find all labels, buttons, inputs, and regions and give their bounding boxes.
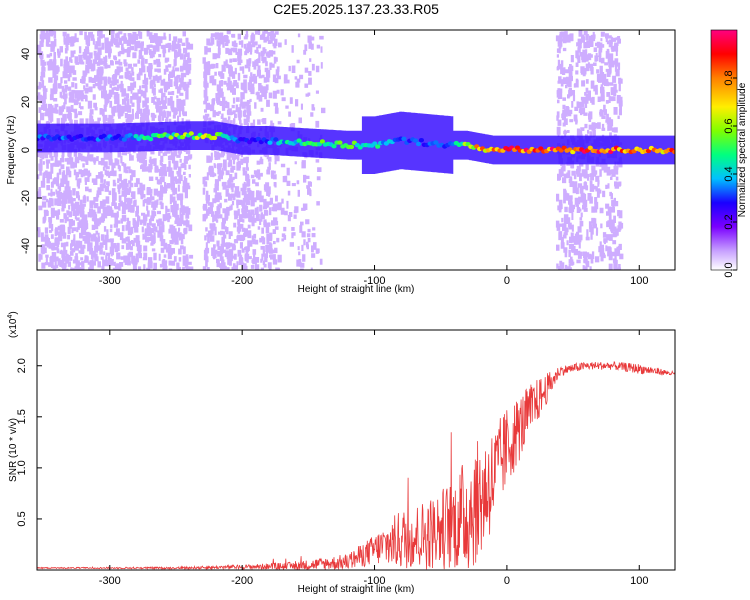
spectrogram-ridge-cell bbox=[672, 149, 675, 155]
figure-title: C2E5.2025.137.23.33.R05 bbox=[273, 1, 439, 17]
x-tick-label: -100 bbox=[364, 575, 386, 587]
spectrogram-ridge-cell bbox=[331, 144, 337, 149]
y-tick-label: 40 bbox=[20, 48, 32, 60]
spectrogram-ridge-cell bbox=[375, 144, 381, 149]
snr-y-label: SNR (10 * v/v) bbox=[8, 418, 19, 482]
x-tick-label: -100 bbox=[364, 275, 386, 287]
colorbar-label: Normalized spectral amplitude bbox=[737, 82, 748, 217]
x-tick-label: -200 bbox=[231, 575, 253, 587]
spectrogram-ridge-cell bbox=[570, 149, 576, 155]
snr-series-line bbox=[37, 360, 675, 570]
spectrogram-noise bbox=[37, 30, 624, 270]
spectrogram-ridge-cell bbox=[101, 133, 107, 139]
spectrogram-ridge-cell bbox=[121, 137, 127, 142]
spectrogram-ridge-cell bbox=[415, 141, 422, 147]
y-tick-label: 1.0 bbox=[16, 460, 28, 475]
spectrogram-ridge-cell bbox=[168, 135, 174, 140]
spectrogram-ridge-cell bbox=[372, 141, 378, 146]
spectrogram-ridge-cell bbox=[587, 145, 593, 150]
spectrogram-ridge-cell bbox=[212, 135, 218, 141]
snr-y-ticks: 0.5 1.0 1.5 2.0 bbox=[16, 358, 42, 527]
x-tick-label: 100 bbox=[630, 275, 648, 287]
spectrogram-ridge-cell bbox=[273, 137, 279, 142]
spectrogram-ridge-cell bbox=[148, 136, 154, 142]
snr-frame bbox=[36, 329, 676, 571]
y-tick-label: 0.5 bbox=[16, 511, 28, 526]
y-tick-label: 0 bbox=[20, 147, 32, 153]
colorbar-tick-label: 0.2 bbox=[723, 214, 735, 229]
spectrogram-ridge-cell bbox=[418, 138, 424, 143]
snr-x-label: Height of straight line (km) bbox=[298, 584, 415, 595]
spectrogram-ridge-cell bbox=[337, 140, 343, 145]
x-tick-label: 100 bbox=[630, 575, 648, 587]
x-tick-label: 0 bbox=[504, 275, 510, 287]
colorbar-tick-label: 0.6 bbox=[723, 118, 735, 133]
spectrogram-ridge-cell bbox=[267, 140, 273, 145]
y-tick-label: 20 bbox=[20, 96, 32, 108]
spectrogram-x-label: Height of straight line (km) bbox=[298, 284, 415, 295]
y-tick-label: 1.5 bbox=[16, 409, 28, 424]
spectrogram-ridge-cell bbox=[538, 146, 544, 151]
spectrogram-noise-speckles bbox=[37, 30, 624, 270]
spectrogram-ridge-cell bbox=[319, 139, 325, 144]
x-tick-label: -200 bbox=[231, 275, 253, 287]
x-tick-label: 0 bbox=[504, 575, 510, 587]
colorbar-tick-label: 0.4 bbox=[723, 166, 735, 181]
x-tick-label: -300 bbox=[99, 275, 121, 287]
spectrogram-ridge-cell bbox=[296, 138, 302, 143]
spectrogram-y-label: Frequency (Hz) bbox=[6, 116, 17, 185]
spectrogram-ridge-cell bbox=[413, 138, 419, 143]
spectrogram-ridge-cell bbox=[514, 145, 521, 150]
y-tick-label: -40 bbox=[20, 238, 32, 254]
x-tick-label: -300 bbox=[99, 575, 121, 587]
spectrogram-ridge bbox=[37, 111, 675, 174]
spectrogram-ridge-cell bbox=[433, 140, 439, 145]
colorbar-tick-label: 0.0 bbox=[723, 262, 735, 277]
colorbar-tick-label: 0.8 bbox=[723, 70, 735, 85]
colorbar-gradient bbox=[710, 29, 738, 271]
snr-x-ticks: -300 -200 -100 0 100 bbox=[99, 330, 648, 587]
snr-panel: -300 -200 -100 0 100 0.5 1.0 1.5 2.0 Height of … bbox=[7, 311, 676, 595]
spectrogram-ridge-cell bbox=[401, 136, 407, 141]
spectrogram-ridge-cell bbox=[78, 133, 84, 139]
snr-y-multiplier: (x104) bbox=[7, 311, 19, 338]
y-tick-label: -20 bbox=[20, 190, 32, 206]
y-tick-label: 2.0 bbox=[16, 358, 28, 373]
spectrogram-ridge-cell bbox=[348, 144, 355, 150]
spectrogram-y-ticks: -40 -20 0 20 40 bbox=[20, 48, 42, 254]
spectrogram-ridge-cell bbox=[188, 131, 194, 136]
colorbar-ticks: 0.0 0.2 0.4 0.6 0.8 bbox=[723, 70, 737, 278]
spectrogram-ridge-cell bbox=[255, 136, 261, 142]
spectrogram-x-ticks: -300 -200 -100 0 100 bbox=[99, 30, 648, 287]
colorbar: 0.0 0.2 0.4 0.6 0.8 Normalized spectral ampl… bbox=[710, 29, 748, 278]
